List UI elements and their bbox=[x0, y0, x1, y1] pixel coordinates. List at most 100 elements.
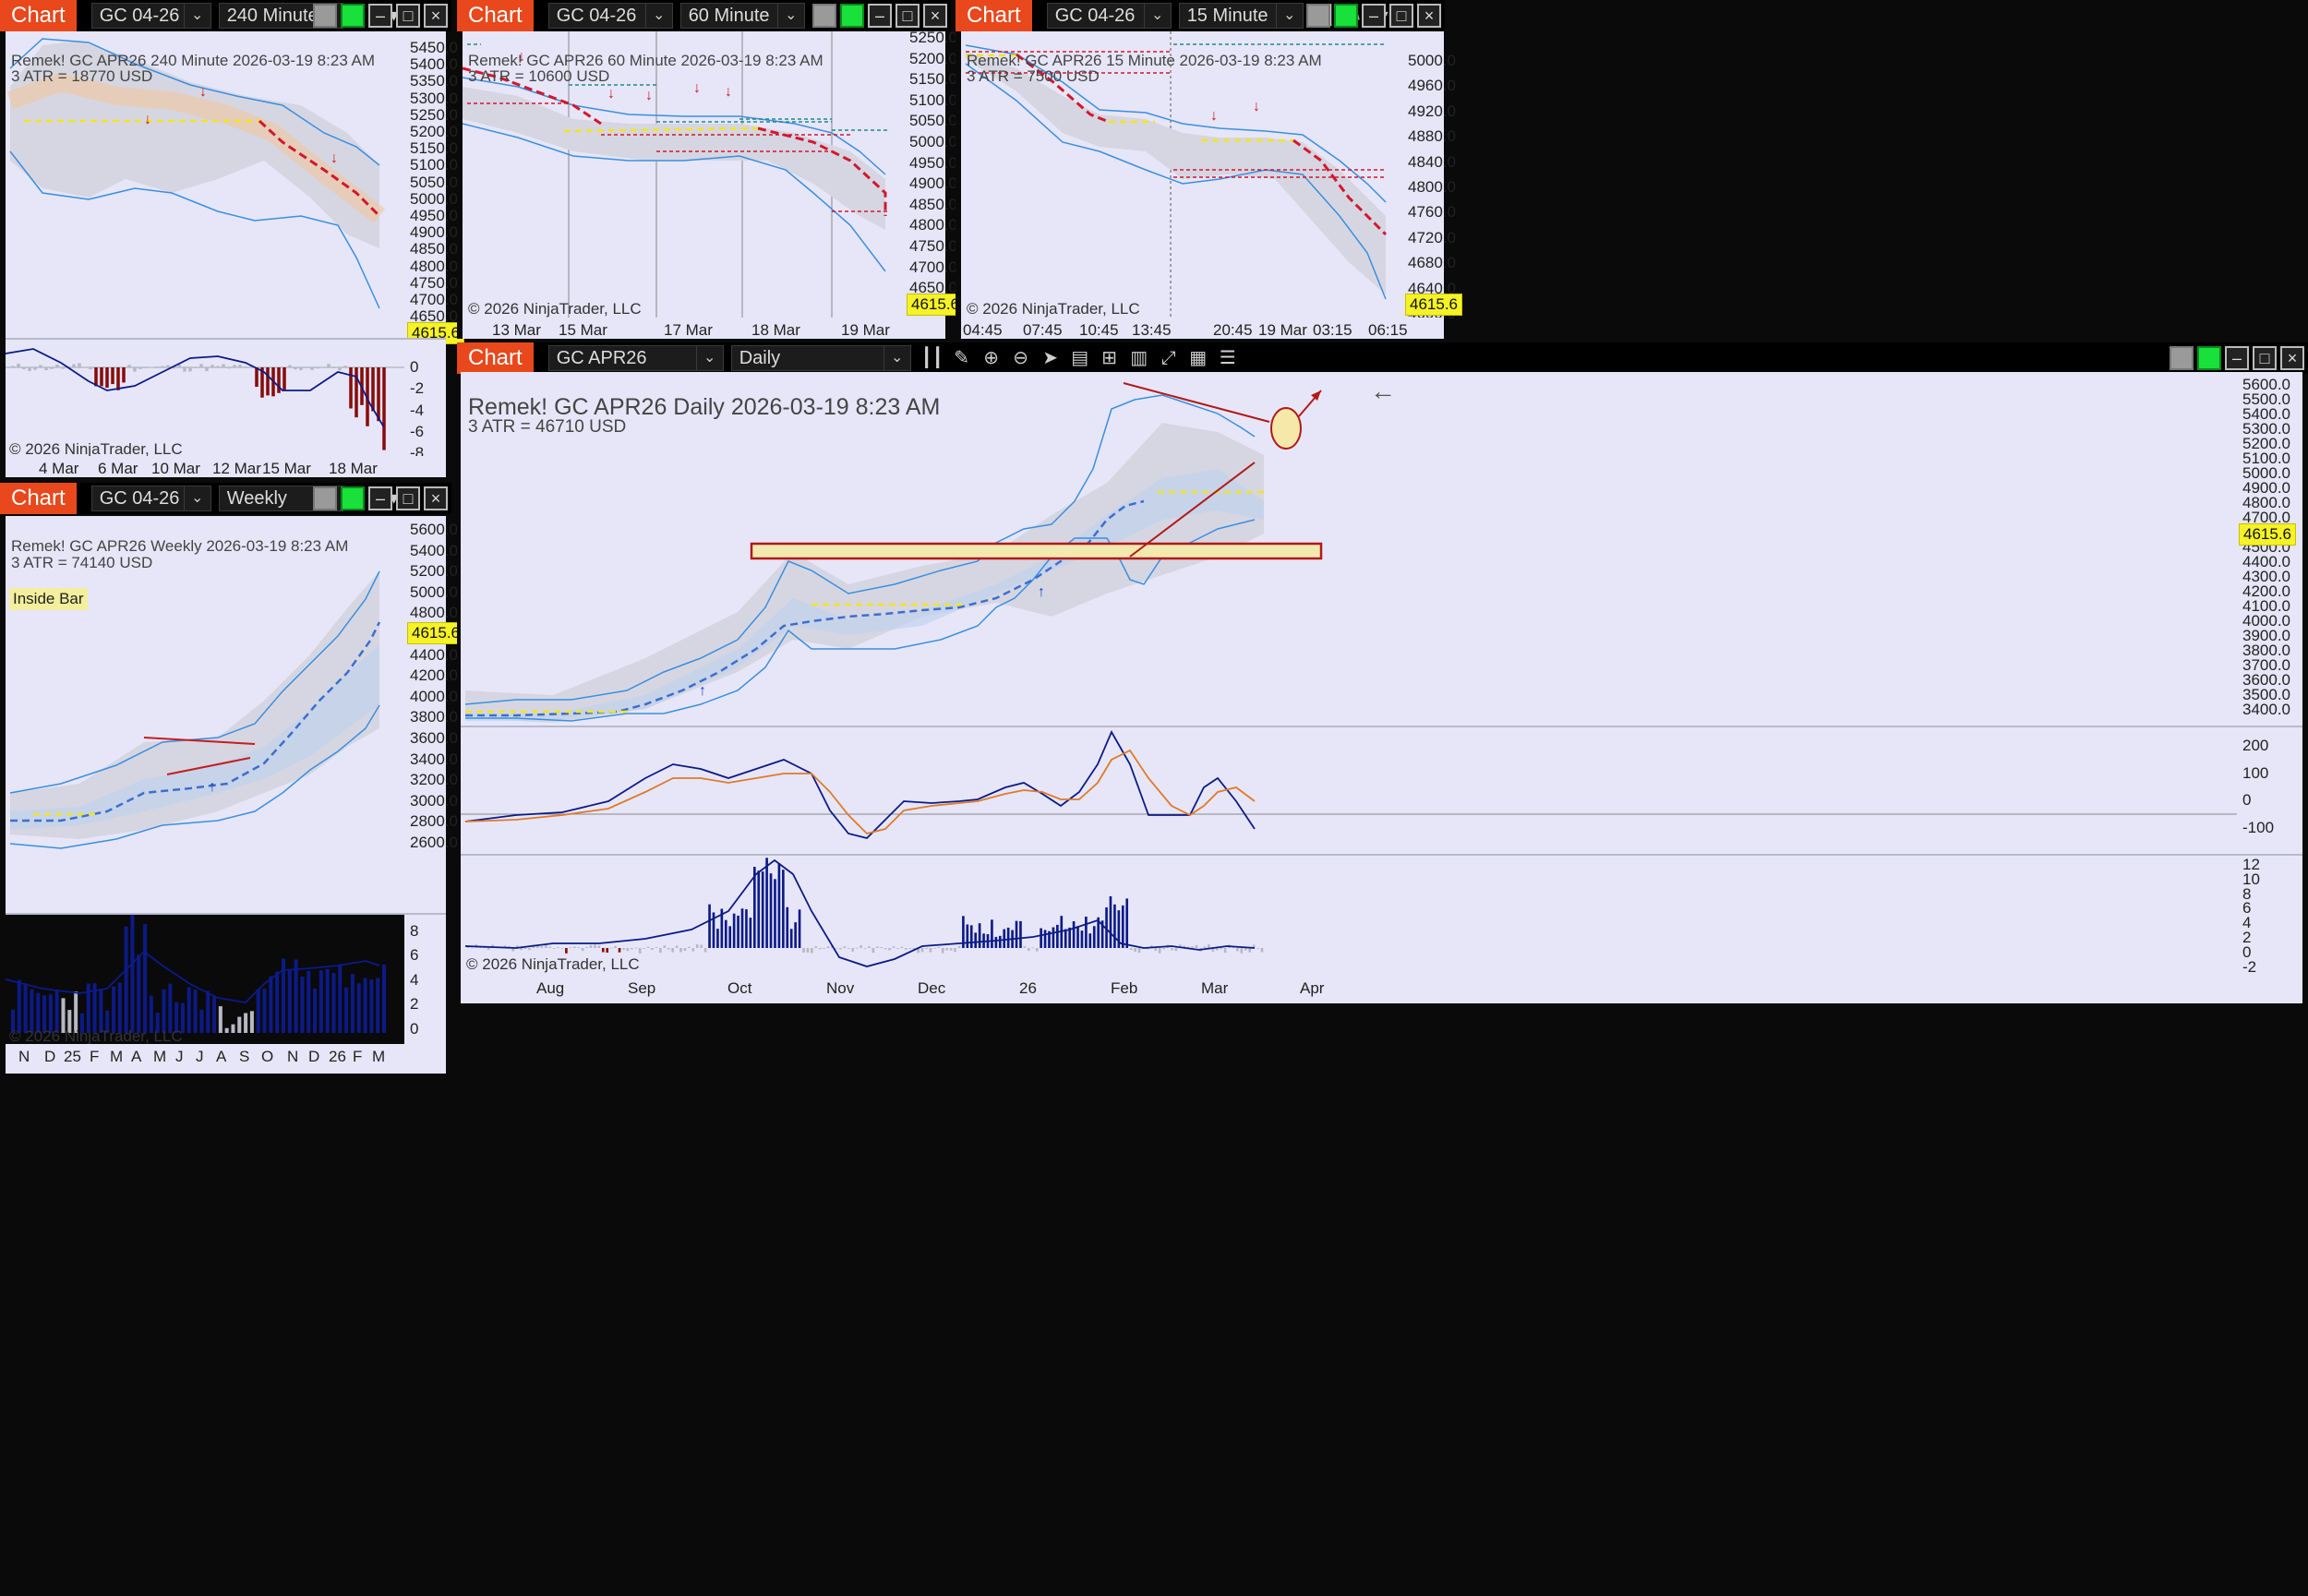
trendline-lower[interactable] bbox=[1129, 462, 1256, 558]
volume-average-line bbox=[5, 950, 380, 1003]
price-axis[interactable]: 5250.0 5200.0 5150.0 5100.0 5050.0 5000.0 4950… bbox=[904, 29, 957, 318]
instrument-overlay-icon[interactable]: ⊞ bbox=[1101, 348, 1118, 368]
chart-trader-icon[interactable]: ▦ bbox=[1189, 348, 1208, 368]
maximize-button[interactable]: □ bbox=[1389, 4, 1413, 28]
histogram-bar bbox=[205, 367, 209, 372]
price-plot[interactable]: ↓ ↓ ↓ ↓ ↓ Remek! GC APR26 60 Minute 2026… bbox=[462, 31, 904, 318]
oscillator-plot[interactable] bbox=[461, 727, 2237, 854]
time-axis[interactable]: Aug Sep Oct Nov Dec 26 Feb Mar Apr bbox=[461, 976, 2302, 1003]
instrument-selector[interactable]: GC 04-26 ⌄ bbox=[90, 486, 211, 511]
oscillator-plot[interactable] bbox=[5, 340, 404, 456]
histogram-bar bbox=[1203, 946, 1207, 948]
time-axis[interactable]: 04:45 07:45 10:45 13:45 20:45 19 Mar 03:15 06:1… bbox=[961, 318, 1444, 339]
chevron-down-icon[interactable]: ⌄ bbox=[644, 4, 672, 28]
close-button[interactable]: × bbox=[923, 4, 947, 28]
volume-axis: 8 6 4 2 0 bbox=[404, 915, 446, 1044]
instrument-selector[interactable]: GC APR26 ⌄ bbox=[547, 345, 724, 371]
osc-slow-line bbox=[464, 749, 1256, 834]
trendline[interactable] bbox=[143, 737, 256, 745]
histogram-bar bbox=[630, 948, 633, 950]
target-ellipse[interactable] bbox=[1270, 407, 1302, 450]
price-plot[interactable]: ↓ ↓ ↓ Remek! GC APR26 240 Minute 2026-03… bbox=[6, 31, 404, 338]
link-gray-button[interactable] bbox=[1306, 4, 1330, 28]
properties-icon[interactable]: ☰ bbox=[1219, 348, 1236, 368]
support-zone-rectangle[interactable] bbox=[750, 542, 1323, 560]
chart-tab[interactable]: Chart bbox=[457, 0, 534, 31]
price-tick-label: 6 bbox=[2242, 899, 2252, 918]
chevron-down-icon[interactable]: ⌄ bbox=[183, 486, 210, 510]
close-button[interactable]: × bbox=[1417, 4, 1441, 28]
data-box-icon[interactable]: ▤ bbox=[1071, 348, 1089, 368]
chart-tab[interactable]: Chart bbox=[956, 0, 1032, 31]
price-axis[interactable]: 5600.0 5500.0 5400.0 5300.0 5200.0 5100.0 5000… bbox=[2237, 372, 2302, 726]
chart-window-daily: Chart GC APR26 ⌄ Daily ⌄ ┃┃ ✎ ⊕ ⊖ ➤ ▤ ⊞ … bbox=[457, 342, 2308, 1596]
link-green-button[interactable] bbox=[1334, 4, 1358, 28]
minimize-button[interactable]: – bbox=[868, 4, 892, 28]
link-gray-button[interactable] bbox=[812, 4, 836, 28]
price-axis[interactable]: 5000.0 4960.0 4920.0 4880.0 4840.0 4800.0 4760… bbox=[1402, 31, 1456, 322]
link-gray-button[interactable] bbox=[313, 4, 337, 28]
strategies-icon[interactable]: ⤢ bbox=[1160, 348, 1176, 368]
zoom-out-icon[interactable]: ⊖ bbox=[1013, 348, 1029, 368]
minimize-button[interactable]: – bbox=[368, 4, 392, 28]
price-plot[interactable]: ↑ ↑ Remek! GC APR26 Daily 2026-03-19 8:2… bbox=[461, 372, 2237, 726]
link-green-button[interactable] bbox=[341, 486, 365, 510]
maximize-button[interactable]: □ bbox=[2253, 346, 2277, 370]
link-green-button[interactable] bbox=[2197, 346, 2221, 370]
interval-selector[interactable]: 15 Minute ⌄ bbox=[1178, 3, 1304, 29]
interval-selector[interactable]: 60 Minute ⌄ bbox=[679, 3, 805, 29]
volume-plot[interactable]: © 2026 NinjaTrader, LLC bbox=[461, 856, 2237, 976]
chevron-down-icon[interactable]: ⌄ bbox=[883, 346, 910, 370]
chevron-down-icon[interactable]: ⌄ bbox=[776, 4, 804, 28]
link-gray-button[interactable] bbox=[313, 486, 337, 510]
price-axis[interactable]: 5450.0 5400.0 5350.0 5300.0 5250.0 5200.0 5150… bbox=[404, 31, 458, 338]
histogram-bar bbox=[105, 367, 109, 389]
maximize-button[interactable]: □ bbox=[396, 4, 420, 28]
bar-style-icon[interactable]: ┃┃ bbox=[920, 348, 944, 368]
minimize-button[interactable]: – bbox=[368, 486, 392, 510]
pointer-icon[interactable]: ➤ bbox=[1042, 348, 1059, 368]
time-axis[interactable]: N D 25 F M A M J J A S O N D 26 F M bbox=[6, 1044, 446, 1074]
price-plot[interactable]: ↑ Remek! GC APR26 Weekly 2026-03-19 8:23… bbox=[6, 516, 404, 913]
close-button[interactable]: × bbox=[2280, 346, 2304, 370]
interval-selector[interactable]: Daily ⌄ bbox=[730, 345, 911, 371]
chevron-down-icon[interactable]: ⌄ bbox=[1275, 4, 1303, 28]
price-tick-label: 4000.0 bbox=[2242, 612, 2290, 630]
price-axis[interactable]: 5600.05400.05200.05000.04800.04600.04400… bbox=[404, 516, 458, 913]
pane-separator[interactable] bbox=[6, 338, 446, 340]
instrument-selector[interactable]: GC 04-26 ⌄ bbox=[547, 3, 673, 29]
chevron-down-icon[interactable]: ▾ bbox=[389, 6, 399, 26]
chart-tab[interactable]: Chart bbox=[457, 342, 534, 374]
price-plot[interactable]: ↓ ↓ Remek! GC APR26 15 Minute 2026-03-19… bbox=[961, 31, 1402, 318]
link-green-button[interactable] bbox=[341, 4, 365, 28]
chevron-down-icon[interactable]: ⌄ bbox=[695, 346, 723, 370]
link-gray-button[interactable] bbox=[2170, 346, 2194, 370]
pane-separator[interactable] bbox=[6, 913, 446, 915]
chevron-down-icon[interactable]: ⌄ bbox=[183, 4, 210, 28]
maximize-button[interactable]: □ bbox=[396, 486, 420, 510]
chevron-down-icon[interactable]: ⌄ bbox=[1143, 4, 1171, 28]
zoom-in-icon[interactable]: ⊕ bbox=[983, 348, 1000, 368]
minimize-button[interactable]: – bbox=[2225, 346, 2249, 370]
chevron-down-icon[interactable]: ▾ bbox=[389, 488, 399, 509]
histogram-bar bbox=[30, 989, 34, 1033]
instrument-selector[interactable]: GC 04-26 ⌄ bbox=[90, 3, 211, 29]
close-button[interactable]: × bbox=[424, 4, 448, 28]
minimize-button[interactable]: – bbox=[1362, 4, 1386, 28]
close-button[interactable]: × bbox=[424, 486, 448, 510]
back-arrow-icon[interactable]: ← bbox=[1370, 377, 1396, 405]
indicators-icon[interactable]: ▥ bbox=[1130, 348, 1148, 368]
maximize-button[interactable]: □ bbox=[896, 4, 920, 28]
time-axis[interactable]: 13 Mar 15 Mar 17 Mar 18 Mar 19 Mar bbox=[463, 318, 945, 339]
time-axis[interactable]: 4 Mar 6 Mar 10 Mar 12 Mar 15 Mar 18 Mar bbox=[6, 456, 446, 477]
draw-pencil-icon[interactable]: ✎ bbox=[954, 348, 970, 368]
chart-tab[interactable]: Chart bbox=[0, 483, 77, 514]
link-green-button[interactable] bbox=[840, 4, 864, 28]
time-tick-label: N bbox=[18, 1048, 30, 1065]
trendline-upper[interactable] bbox=[1123, 382, 1270, 423]
pane-separator[interactable] bbox=[461, 726, 2302, 727]
instrument-selector[interactable]: GC 04-26 ⌄ bbox=[1046, 3, 1172, 29]
chart-tab[interactable]: Chart bbox=[0, 0, 77, 31]
trendline[interactable] bbox=[166, 757, 251, 775]
pane-separator[interactable] bbox=[461, 854, 2302, 856]
